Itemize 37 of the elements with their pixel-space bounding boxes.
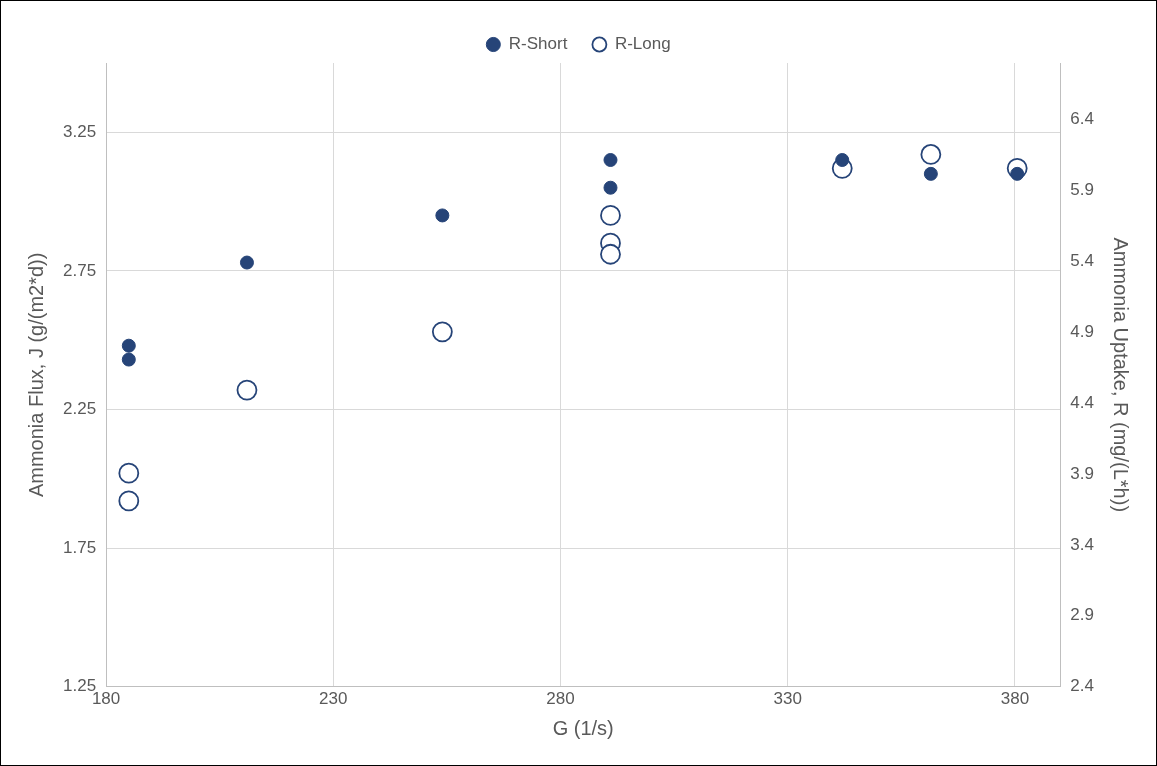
x-tick-label: 280 (546, 689, 575, 709)
point (118, 490, 140, 512)
point (920, 144, 942, 165)
point (603, 180, 618, 195)
y-tick-label: 2.75 (62, 260, 97, 280)
point (121, 352, 136, 367)
point (239, 255, 254, 270)
y-tick-label: 1.75 (62, 537, 97, 557)
y2-tick-label: 2.9 (1070, 605, 1095, 625)
x-tick-label: 330 (773, 689, 802, 709)
y-tick-label: 2.25 (62, 399, 97, 419)
point (118, 462, 140, 484)
point (431, 321, 453, 343)
point (600, 243, 621, 265)
y2-axis-title: Ammonia Uptake, R (mg/(L*h)) (1110, 237, 1133, 513)
x-tick-label: 230 (319, 689, 348, 709)
y2-tick-label: 3.9 (1070, 463, 1095, 483)
point (236, 379, 258, 401)
y2-tick-label: 4.4 (1070, 392, 1095, 412)
point (835, 153, 850, 167)
point (435, 208, 450, 223)
x-tick-label: 380 (1000, 689, 1030, 709)
y2-tick-label: 5.9 (1070, 180, 1095, 200)
y2-tick-label: 2.4 (1070, 676, 1095, 696)
point (603, 153, 618, 167)
y2-tick-label: 6.4 (1070, 109, 1095, 129)
y2-tick-label: 5.4 (1070, 251, 1095, 271)
y2-tick-label: 3.4 (1070, 534, 1095, 554)
legend-label: R-Short (508, 34, 568, 54)
legend-label: R-Long (614, 34, 671, 54)
point (600, 205, 621, 226)
point (923, 166, 938, 181)
y2-tick-label: 4.9 (1070, 321, 1095, 341)
x-axis-title: G (1/s) (552, 716, 614, 739)
point (121, 338, 136, 353)
y-axis-title: Ammonia Flux, J (g/(m2*d)) (24, 252, 47, 498)
y-tick-label: 3.25 (62, 121, 97, 141)
